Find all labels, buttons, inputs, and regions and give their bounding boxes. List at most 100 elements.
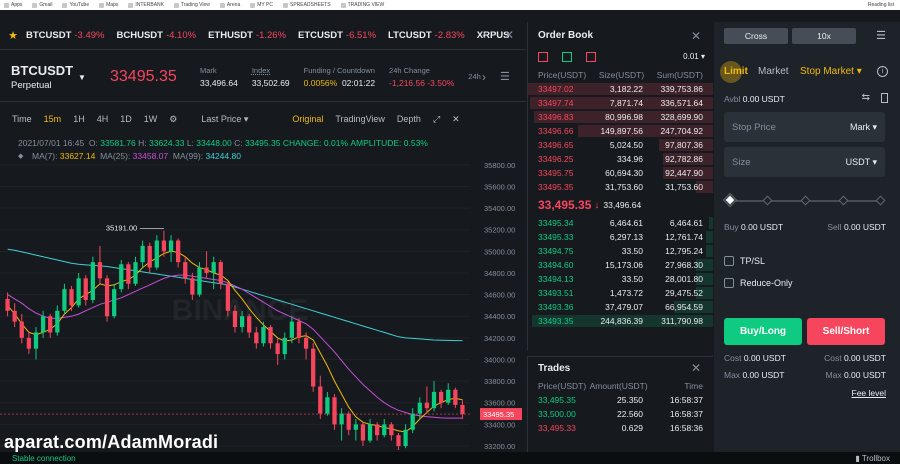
interval-time[interactable]: Time [12, 114, 32, 124]
settings-sliders-icon[interactable]: ☰ [500, 71, 510, 83]
ticker-item[interactable]: ETHUSDT -1.26% [208, 30, 286, 41]
depth-bar [705, 245, 713, 257]
book-bids-icon[interactable] [562, 52, 572, 62]
depth-bar [663, 153, 713, 165]
bookmark-item[interactable]: YouTube [62, 2, 89, 8]
close-icon[interactable]: ✕ [452, 113, 460, 124]
settings-sliders-icon[interactable]: ☰ [876, 30, 886, 42]
price-type-select[interactable]: Last Price ▾ [201, 113, 249, 124]
slider-handle[interactable] [722, 192, 738, 208]
ask-row[interactable]: 33495.35 31,753.60 31,753.60 [528, 180, 713, 194]
bookmark-item[interactable]: Apps [4, 2, 22, 8]
collapse-icon[interactable]: ◆ [18, 152, 24, 160]
stat-label[interactable]: Index [251, 65, 271, 75]
reading-list[interactable]: Reading list [867, 2, 894, 8]
sell-short-button[interactable]: Sell/Short [807, 318, 885, 345]
ask-row[interactable]: 33497.74 7,871.74 336,571.64 [528, 96, 713, 110]
bookmark-item[interactable]: Arena [219, 2, 240, 8]
book-asks-icon[interactable] [586, 52, 596, 62]
slider-node-25[interactable] [762, 195, 773, 206]
size-unit-select[interactable]: USDT ▾ [845, 156, 877, 167]
ticker-item[interactable]: BTCUSDT -3.49% [26, 30, 105, 41]
slider-node-100[interactable] [875, 195, 886, 206]
bid-row[interactable]: 33495.34 6,464.61 6,464.61 [528, 216, 713, 230]
ticker-item[interactable]: ETCUSDT -6.51% [298, 30, 376, 41]
slider-node-75[interactable] [838, 195, 849, 206]
bookmark-item[interactable]: TRADING VIEW [340, 2, 384, 8]
bid-row[interactable]: 33495.33 6,297.13 12,761.74 [528, 230, 713, 244]
ask-row[interactable]: 33495.75 60,694.30 92,447.90 [528, 166, 713, 180]
ask-row[interactable]: 33496.83 80,996.98 328,699.90 [528, 110, 713, 124]
view-tradingview[interactable]: TradingView [335, 114, 385, 124]
tab-stop-market[interactable]: Stop Market ▾ [800, 66, 862, 77]
view-depth[interactable]: Depth [396, 114, 421, 124]
interval-1d[interactable]: 1D [120, 114, 132, 124]
bookmark-item[interactable]: SPREADSHEETS [282, 2, 331, 8]
interval-1w[interactable]: 1W [143, 114, 158, 124]
bid-row[interactable]: 33494.13 33.50 28,001.80 [528, 272, 713, 286]
interval-15m[interactable]: 15m [43, 114, 62, 124]
bid-row[interactable]: 33494.60 15,173.06 27,968.30 [528, 258, 713, 272]
candle-body [5, 298, 10, 311]
chevron-right-icon[interactable]: › [482, 70, 486, 84]
bid-row[interactable]: 33493.35 244,836.39 311,790.98 [528, 314, 713, 328]
bookmark-item[interactable]: Maps [99, 2, 118, 8]
interval-4h[interactable]: 4H [96, 114, 109, 124]
close-icon[interactable]: ✕ [690, 29, 701, 43]
bid-row[interactable]: 33494.75 33.50 12,795.24 [528, 244, 713, 258]
indicator-settings-icon[interactable]: ⚙ [169, 113, 178, 124]
fee-level-link[interactable]: Fee level [851, 388, 887, 398]
transfer-icon[interactable]: ⇆ [861, 92, 870, 103]
bookmark-icon [250, 2, 256, 8]
calculator-icon[interactable] [881, 93, 888, 103]
caret-down-icon[interactable]: ▼ [78, 73, 86, 82]
ticker-item[interactable]: BCHUSDT -4.10% [117, 30, 197, 41]
precision-select[interactable]: 0.01 ▾ [683, 52, 705, 61]
candle-body [55, 310, 60, 333]
symbol-selector[interactable]: BTCUSDT Perpetual [0, 63, 110, 91]
stop-price-unit-select[interactable]: Mark ▾ [849, 121, 877, 132]
size-field[interactable]: Size USDT ▾ [724, 147, 885, 177]
ask-row[interactable]: 33496.66 149,897.56 247,704.92 [528, 124, 713, 138]
checkbox-box[interactable] [724, 278, 734, 288]
bookmark-item[interactable]: MY PC [250, 2, 273, 8]
info-icon[interactable]: i [877, 66, 888, 77]
tpsl-checkbox[interactable]: TP/SL [724, 256, 765, 266]
ticker-item[interactable]: XRPUSDT [477, 30, 509, 41]
order-book-controls: 0.01 ▾ [528, 48, 713, 68]
ask-row[interactable]: 33496.25 334.96 92,782.86 [528, 152, 713, 166]
checkbox-box[interactable] [724, 256, 734, 266]
expand-icon[interactable]: ⤢ [432, 113, 441, 124]
buy-long-button[interactable]: Buy/Long [724, 318, 802, 345]
bookmark-item[interactable]: INTERBANK [128, 2, 164, 8]
size-slider[interactable] [722, 192, 886, 208]
tab-market[interactable]: Market [758, 66, 789, 77]
bid-row[interactable]: 33493.51 1,473.72 29,475.52 [528, 286, 713, 300]
bookmark-item[interactable]: Gmail [32, 2, 52, 8]
trollbox-button[interactable]: ▮ Trollbox [855, 453, 890, 463]
book-both-icon[interactable] [538, 52, 548, 62]
ask-row[interactable]: 33497.02 3,182.22 339,753.86 [528, 82, 713, 96]
margin-mode-button[interactable]: Cross [724, 28, 788, 44]
close-icon[interactable]: ✕ [504, 28, 515, 42]
size-cell: 1,473.72 [609, 288, 643, 298]
bid-row[interactable]: 33493.36 37,479.07 66,954.59 [528, 300, 713, 314]
candlestick-chart[interactable]: BINANCE 35800.0035600.0035400.0035200.00… [0, 150, 526, 450]
ask-row[interactable]: 33496.65 5,024.50 97,807.36 [528, 138, 713, 152]
stop-price-field[interactable]: Stop Price Mark ▾ [724, 112, 885, 142]
tab-limit[interactable]: Limit [720, 61, 748, 83]
close-icon[interactable]: ✕ [690, 361, 701, 375]
slider-node-50[interactable] [800, 195, 811, 206]
depth-bar [709, 217, 713, 229]
view-original[interactable]: Original [292, 114, 324, 124]
chevron-left-icon[interactable]: ‹ [482, 28, 486, 42]
col-size: Size(USDT) [598, 70, 645, 80]
leverage-button[interactable]: 10x [792, 28, 856, 44]
ticker-symbol: XRPUSDT [476, 30, 509, 41]
favorite-star-icon[interactable]: ★ [8, 30, 18, 42]
reduce-only-checkbox[interactable]: Reduce-Only [724, 278, 793, 288]
interval-1h[interactable]: 1H [73, 114, 85, 124]
depth-bar [529, 97, 713, 109]
ticker-item[interactable]: LTCUSDT -2.83% [388, 30, 465, 41]
bookmark-item[interactable]: Trading View [173, 2, 210, 8]
